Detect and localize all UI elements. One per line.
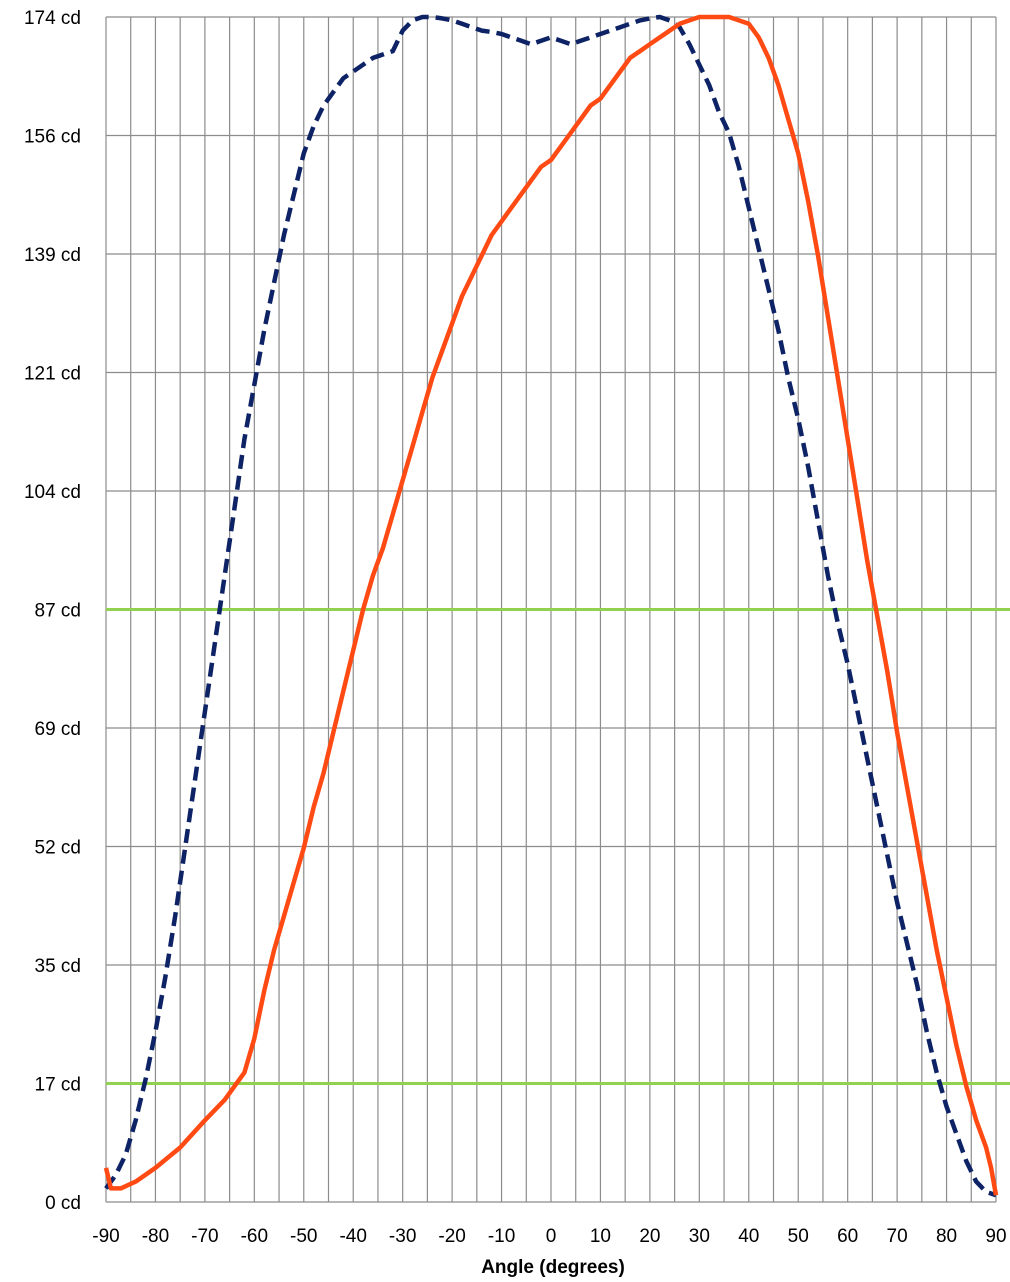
dashed-series-line — [104, 14, 997, 1198]
y-tick-label: 121 cd — [24, 364, 81, 385]
x-tick-label: -90 — [92, 1226, 119, 1247]
x-tick-label: -50 — [290, 1226, 317, 1247]
x-tick-label: -60 — [241, 1226, 268, 1247]
y-tick-label: 156 cd — [24, 127, 81, 148]
x-tick-label: -70 — [191, 1226, 218, 1247]
y-tick-label: 174 cd — [24, 8, 81, 29]
x-tick-label: 10 — [590, 1226, 611, 1247]
solid-series-line — [103, 14, 999, 1196]
x-tick-label: 90 — [985, 1226, 1006, 1247]
y-tick-label: 87 cd — [35, 601, 81, 622]
y-tick-label: 17 cd — [35, 1075, 81, 1096]
x-tick-label: 0 — [546, 1226, 557, 1247]
y-tick-label: 52 cd — [35, 838, 81, 859]
x-tick-label: 30 — [689, 1226, 710, 1247]
reference-lines — [106, 608, 1010, 1085]
x-tick-label: 80 — [936, 1226, 957, 1247]
x-tick-label: -80 — [142, 1226, 169, 1247]
x-tick-label: -30 — [389, 1226, 416, 1247]
x-axis-title: Angle (degrees) — [481, 1257, 625, 1278]
y-tick-label: 35 cd — [35, 956, 81, 977]
x-tick-label: -10 — [488, 1226, 515, 1247]
y-tick-label: 0 cd — [45, 1193, 81, 1214]
y-tick-label: 104 cd — [24, 482, 81, 503]
x-tick-label: 70 — [887, 1226, 908, 1247]
x-tick-labels: -90 -80 -70 -60 -50 -40 -30 -20 -10 0 10 20 30 40 50 60… — [92, 1226, 1006, 1247]
y-tick-label: 139 cd — [24, 245, 81, 266]
x-tick-label: 60 — [837, 1226, 858, 1247]
y-tick-label: 69 cd — [35, 719, 81, 740]
y-tick-labels: 0 cd 17 cd 35 cd 52 cd 69 cd 87 cd 104 cd 121 c… — [24, 8, 81, 1214]
series-group — [103, 14, 999, 1198]
x-tick-label: -40 — [339, 1226, 366, 1247]
x-tick-label: 20 — [639, 1226, 660, 1247]
x-tick-label: 40 — [738, 1226, 759, 1247]
x-tick-label: -20 — [438, 1226, 465, 1247]
x-tick-label: 50 — [788, 1226, 809, 1247]
